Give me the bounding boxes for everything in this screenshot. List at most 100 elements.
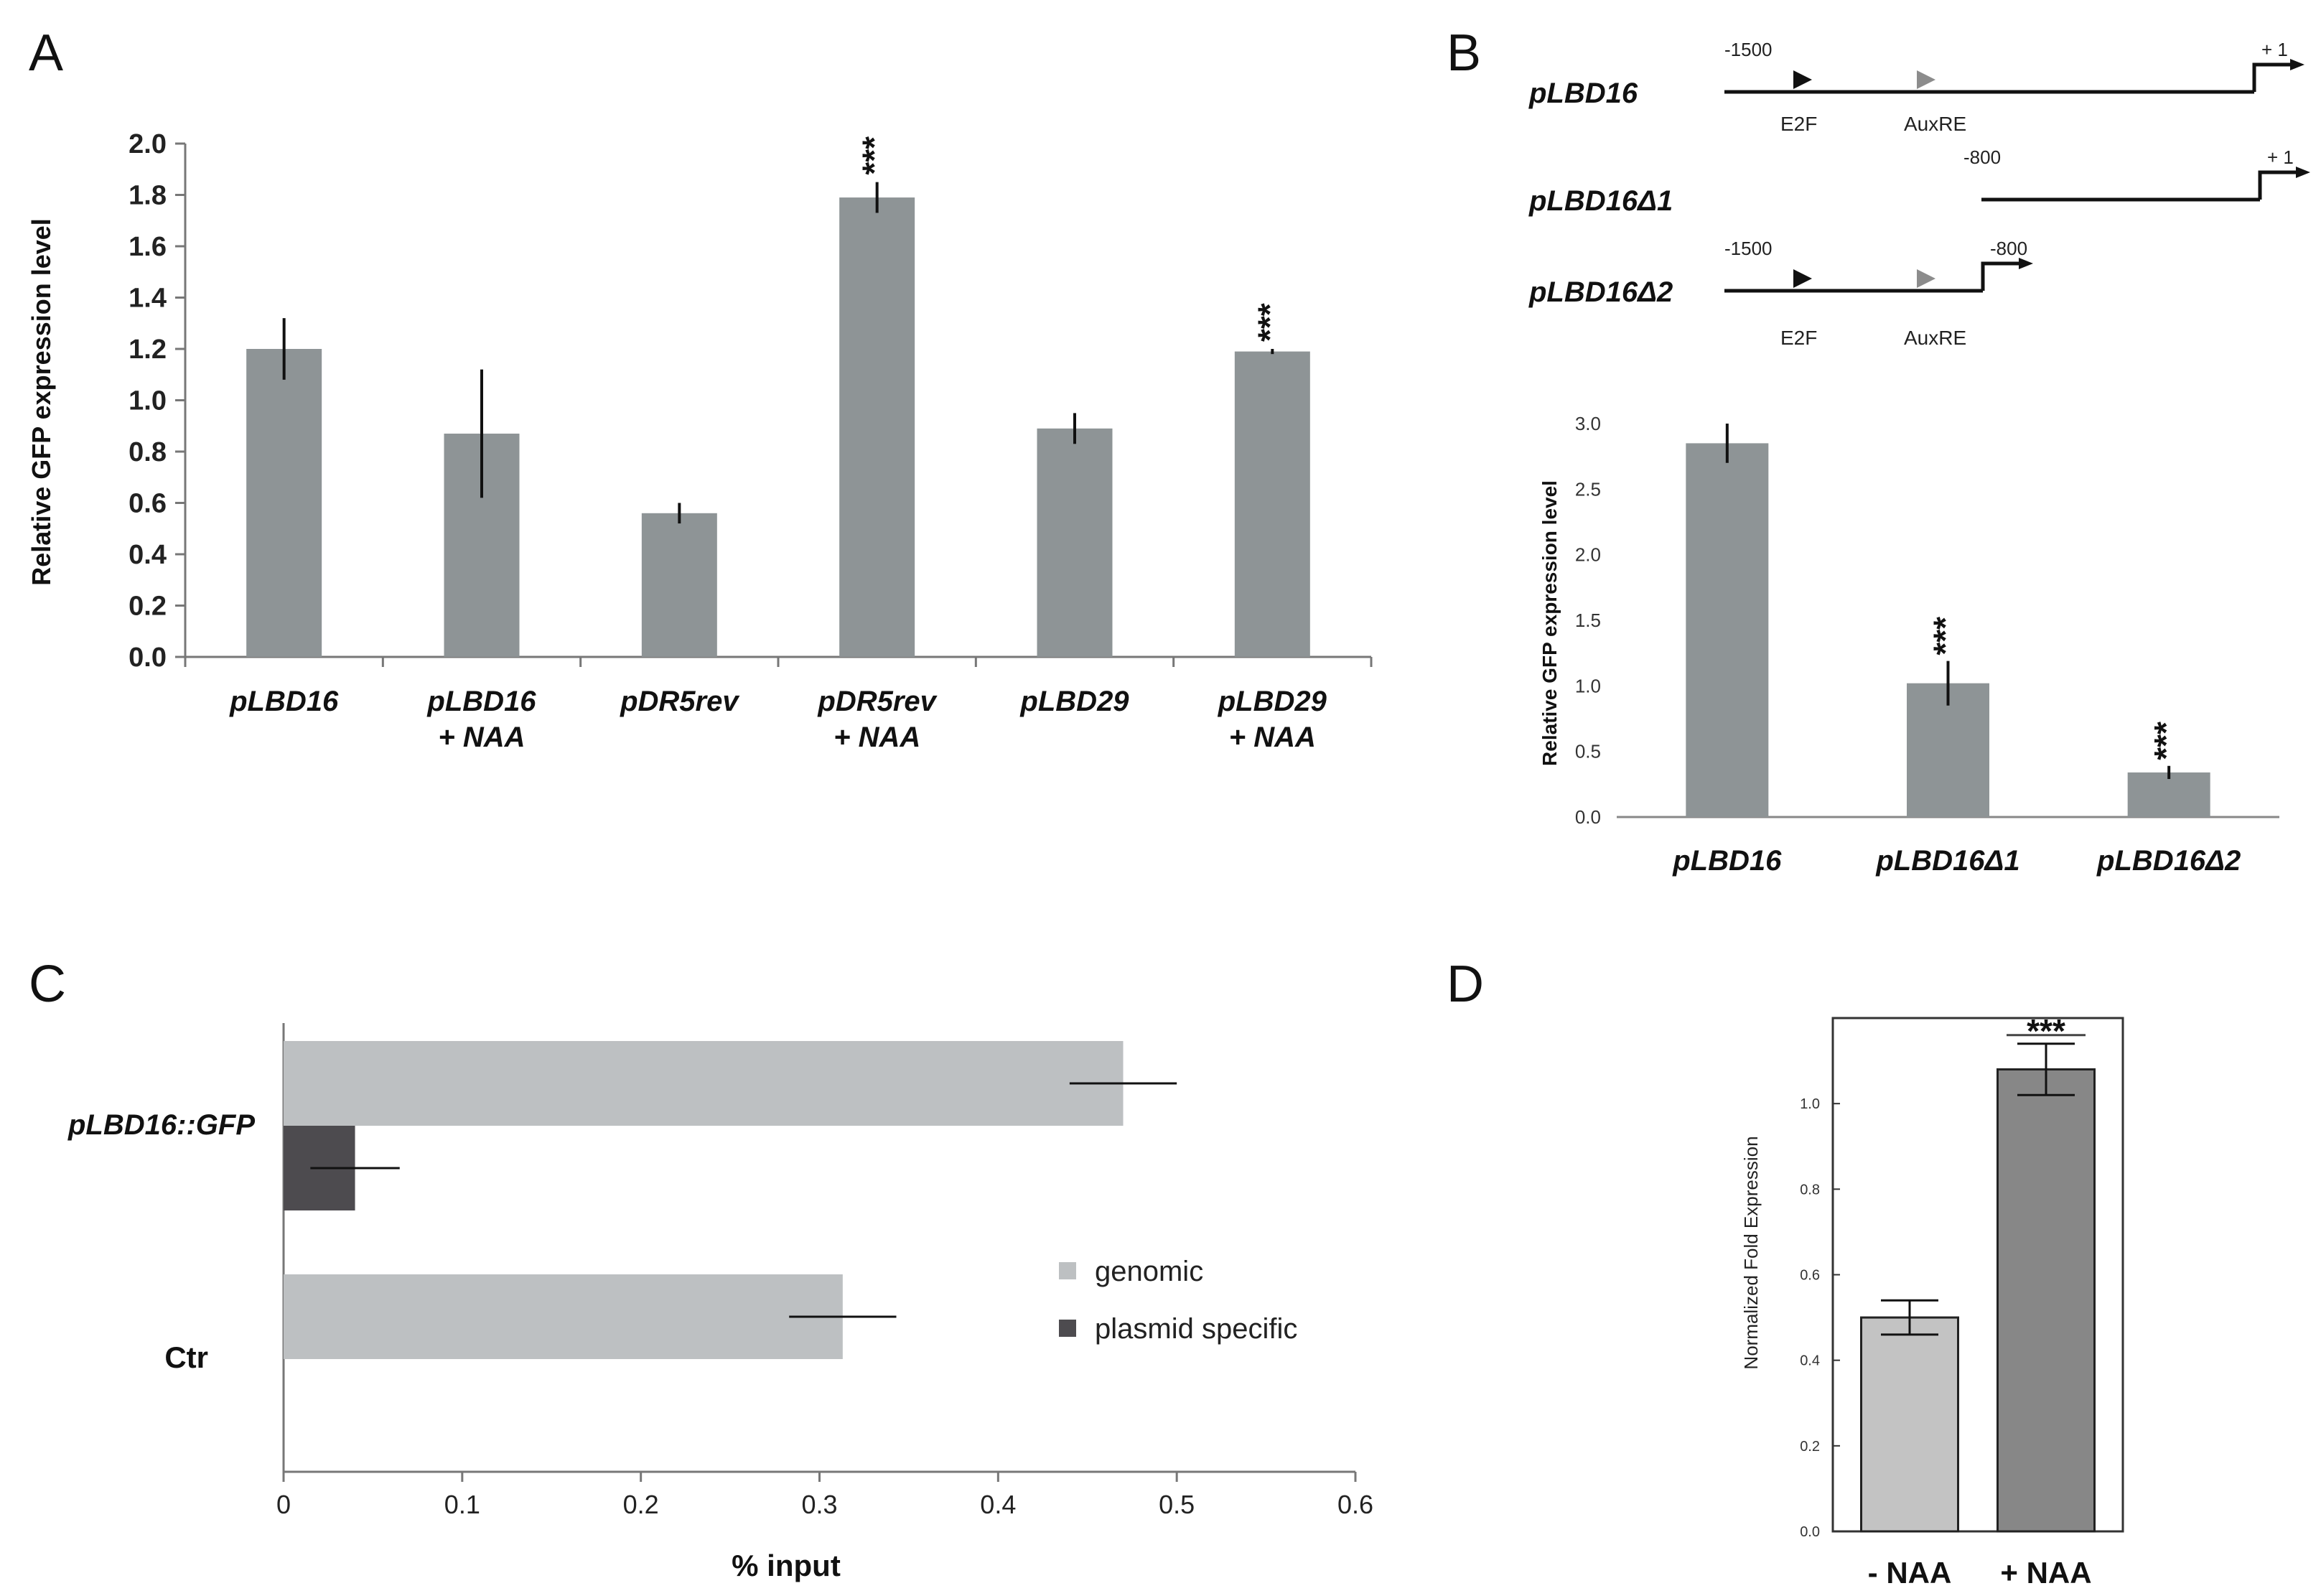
panel-A-y-tick-label: 0.6: [129, 489, 167, 519]
panel-C-legend-swatch: [1059, 1262, 1076, 1279]
panel-D-category-label: - NAA: [1868, 1556, 1952, 1590]
panel-D-y-tick-label: 0.0: [1800, 1524, 1820, 1540]
panel-C-x-tick-label: 0: [276, 1490, 291, 1519]
construct-binding-site-marker: [1917, 269, 1935, 288]
panel-C-legend-swatch: [1059, 1320, 1076, 1337]
panel-B-y-axis-label: Relative GFP expression level: [1538, 480, 1561, 766]
panel-A-chart: Relative GFP expression level 0.0 0.2 0.4 0…: [27, 129, 1373, 753]
construct-name: pLBD16Δ2: [1528, 276, 1673, 308]
panel-A-significance-label: ***: [1251, 303, 1288, 342]
panel-A-y-tick-label: 0.8: [129, 437, 167, 467]
panel-B-y-tick-label: 3.0: [1575, 413, 1601, 434]
panel-C-legend-label: genomic: [1095, 1256, 1203, 1287]
panel-A-y-tick-label: 1.8: [129, 181, 167, 211]
panel-B-y-tick-label: 0.0: [1575, 806, 1601, 828]
construct-tss-arrowhead: [2290, 59, 2304, 70]
panel-C-bar: [284, 1274, 843, 1359]
panel-B-category-label: pLBD16: [1672, 845, 1782, 877]
panel-B-y-tick-label: 2.0: [1575, 544, 1601, 566]
panel-A-bar: [1037, 428, 1113, 657]
panel-B-category-label: pLBD16Δ2: [2096, 845, 2241, 877]
panel-A-significance-label: ***: [856, 136, 893, 175]
construct-tss-label: + 1: [2267, 146, 2294, 168]
panel-B-chart: Relative GFP expression level 0.0 0.5 1.0 1…: [1538, 413, 2279, 877]
panel-A-letter: A: [29, 24, 63, 82]
panel-B-y-tick-label: 2.5: [1575, 478, 1601, 500]
panel-C-x-tick-label: 0.6: [1337, 1490, 1373, 1519]
panel-A-y-tick-label: 0.0: [129, 643, 167, 673]
construct-start-label: -800: [1963, 146, 2001, 168]
panel-A-category-label: pDR5rev: [817, 686, 938, 717]
panel-B-y-tick-label: 0.5: [1575, 741, 1601, 762]
panel-A-y-tick-label: 0.2: [129, 592, 167, 622]
panel-A-category-label: pLBD29: [1019, 686, 1129, 717]
panel-C-legend-label: plasmid specific: [1095, 1313, 1297, 1345]
panel-C-x-tick-label: 0.1: [444, 1490, 480, 1519]
panel-B-y-tick-label: 1.0: [1575, 675, 1601, 696]
panel-C-x-tick-label: 0.3: [801, 1490, 837, 1519]
construct-binding-site-label: E2F: [1780, 113, 1817, 135]
construct-tss-arrowhead: [2019, 258, 2033, 269]
panel-D-y-tick-label: 0.8: [1800, 1182, 1820, 1198]
panel-B-category-label: pLBD16Δ1: [1875, 845, 2019, 877]
panel-B-bar: [2127, 772, 2210, 817]
panel-A-y-tick-label: 1.4: [129, 284, 167, 314]
panel-B-significance-label: ***: [1927, 617, 1964, 655]
panel-C-x-tick-label: 0.2: [623, 1490, 659, 1519]
panel-A-y-tick-label: 0.4: [129, 540, 167, 570]
panel-A-bar: [641, 513, 717, 657]
panel-A-category-label: + NAA: [1229, 722, 1316, 753]
panel-A-y-tick-label: 1.2: [129, 335, 167, 365]
construct-binding-site-marker: [1793, 269, 1812, 288]
panel-A-category-label: + NAA: [833, 722, 920, 753]
panel-C-x-axis-label: % input: [732, 1549, 841, 1582]
construct-tss-arrow: [1981, 261, 2022, 291]
panel-B-bar: [1686, 443, 1769, 817]
construct-binding-site-marker: [1917, 70, 1935, 89]
panel-D-y-tick-label: 0.4: [1800, 1353, 1820, 1369]
panel-D-y-axis-label: Normalized Fold Expression: [1740, 1136, 1762, 1369]
panel-B-letter: B: [1447, 24, 1481, 82]
panel-C-bar: [284, 1041, 1124, 1126]
panel-D-letter: D: [1447, 956, 1484, 1013]
panel-C-x-tick-label: 0.4: [980, 1490, 1016, 1519]
panel-A-y-axis-label: Relative GFP expression level: [27, 218, 56, 586]
panel-C-category-label: pLBD16::GFP: [67, 1109, 255, 1141]
panel-D-significance-label: ***: [2027, 1012, 2065, 1050]
panel-A-bar: [1234, 351, 1310, 657]
construct-tss-arrowhead: [2296, 167, 2310, 178]
construct-start-label: -1500: [1724, 238, 1773, 259]
panel-A-category-label: pLBD16: [426, 686, 536, 717]
panel-D-chart: Normalized Fold Expression 0.0 0.2 0.4 0.6 0…: [1740, 1012, 2124, 1590]
panel-B-y-tick-label: 1.5: [1575, 610, 1601, 631]
construct-name: pLBD16: [1528, 78, 1638, 109]
panel-C-x-tick-label: 0.5: [1159, 1490, 1195, 1519]
panel-D-y-tick-label: 0.2: [1800, 1439, 1820, 1455]
panel-C-chart: % input 0 0.1 0.2 0.3 0.4 0.5 0.6 pLBD16::GFPCt…: [67, 1023, 1373, 1582]
construct-binding-site-label: AuxRE: [1904, 113, 1966, 135]
panel-A-category-label: pLBD29: [1218, 686, 1327, 717]
panel-D-bar: [1860, 1316, 1959, 1533]
panel-A-category-label: pDR5rev: [620, 686, 740, 717]
construct-binding-site-marker: [1793, 70, 1812, 89]
construct-tss-label: + 1: [2261, 39, 2288, 60]
panel-D-y-tick-label: 0.6: [1800, 1268, 1820, 1284]
panel-D-category-label: + NAA: [2000, 1556, 2091, 1590]
panel-A-category-label: pLBD16: [229, 686, 339, 717]
construct-binding-site-label: AuxRE: [1904, 327, 1966, 349]
panel-A-bar: [246, 349, 322, 657]
panel-A-y-tick-label: 1.6: [129, 232, 167, 262]
construct-tss-label: -800: [1990, 238, 2027, 259]
panel-B-promoter-diagram: pLBD16 -1500 + 1 E2F AuxRE pLBD16Δ1 -800 + 1 pLB…: [1528, 39, 2310, 349]
panel-C-letter: C: [29, 956, 66, 1013]
panel-B-significance-label: ***: [2147, 722, 2185, 760]
panel-D-bar: [1997, 1068, 2096, 1533]
construct-tss-arrow: [2258, 170, 2299, 200]
panel-A-bar: [839, 197, 915, 657]
construct-tss-arrow: [2252, 62, 2294, 92]
panel-A-y-tick-label: 1.0: [129, 386, 167, 416]
panel-A-category-label: + NAA: [438, 722, 525, 753]
construct-name: pLBD16Δ1: [1528, 185, 1673, 217]
panel-C-category-label: Ctr: [164, 1340, 208, 1374]
